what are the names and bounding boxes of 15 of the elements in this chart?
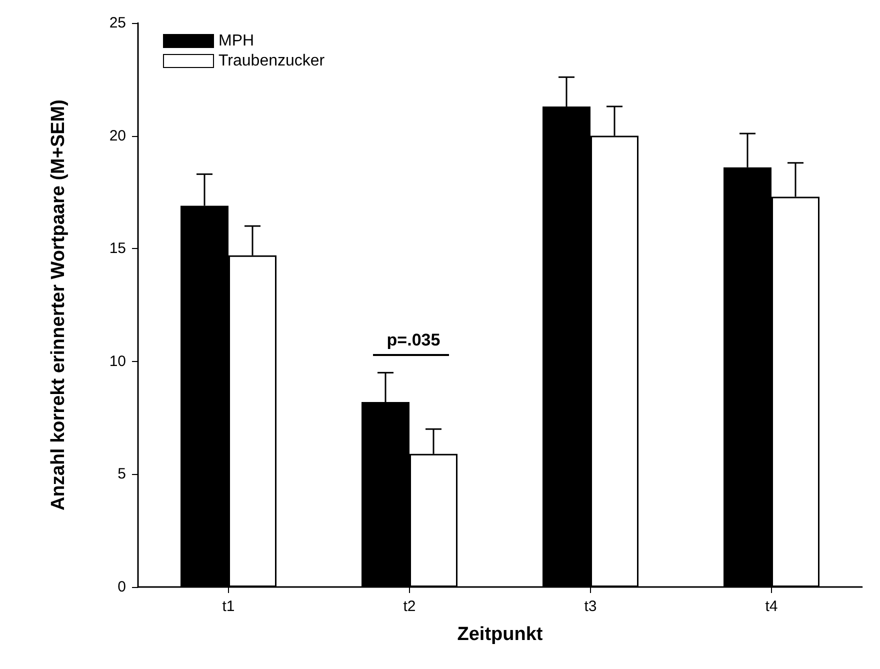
x-tick-label: t3 (584, 598, 597, 615)
y-tick-label: 5 (118, 466, 126, 483)
x-tick-label: t4 (765, 598, 778, 615)
x-axis-title: Zeitpunkt (457, 624, 544, 645)
x-tick-label: t1 (222, 598, 235, 615)
y-axis-title: Anzahl korrekt erinnerter Wortpaare (M+SEM) (48, 100, 69, 510)
y-tick-label: 0 (118, 578, 126, 596)
legend-label: MPH (218, 32, 254, 50)
y-tick-label: 25 (109, 14, 126, 32)
y-tick-label: 20 (109, 127, 126, 144)
legend-label: Traubenzucker (218, 52, 326, 70)
y-tick-label: 10 (109, 352, 126, 370)
x-tick-label: t2 (403, 598, 416, 615)
annotation: p=.035 (386, 330, 440, 350)
y-tick-label: 15 (109, 240, 126, 258)
